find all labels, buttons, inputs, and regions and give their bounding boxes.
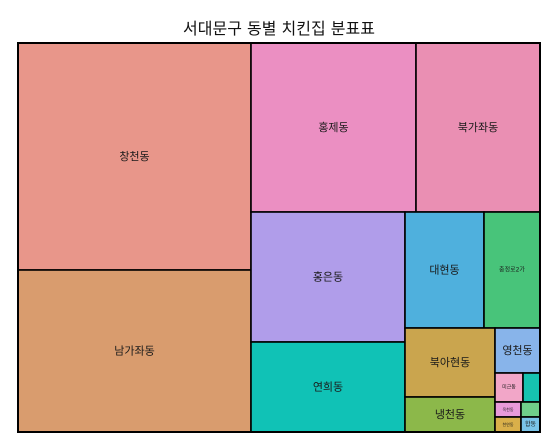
treemap-cell-label: 홍제동	[318, 120, 348, 134]
treemap-cell-label: 북아현동	[430, 356, 470, 369]
treemap-cell	[250, 211, 406, 343]
treemap-cell-label: 충정로2가	[499, 266, 525, 274]
treemap-cell-label: 냉천동	[435, 407, 465, 421]
treemap-cell	[404, 327, 496, 398]
treemap-cell	[494, 327, 541, 374]
chart-title: 서대문구 동별 치킨집 분표표	[183, 19, 375, 38]
treemap-cell	[250, 341, 406, 433]
treemap-cell-label: 북가좌동	[458, 121, 498, 134]
treemap-cell-label: 미근동	[502, 384, 516, 391]
treemap-cell-label: 합동	[525, 420, 537, 428]
treemap-cell-label: 영천동	[502, 343, 532, 357]
treemap-cell	[404, 211, 485, 329]
treemap-cell-label: 옥천동	[502, 406, 513, 412]
treemap-cell-label: 창천동	[119, 149, 149, 163]
treemap-frame	[17, 42, 541, 433]
treemap-cell-label: 홍은동	[313, 270, 343, 284]
treemap-cell	[522, 372, 541, 403]
treemap-cell-label: 연희동	[313, 381, 343, 394]
treemap-cell	[520, 401, 541, 418]
treemap-cell-label: 대현동	[429, 264, 459, 277]
treemap-cell-label: 천연동	[502, 421, 513, 427]
treemap-cell	[483, 211, 541, 329]
treemap-cell-label: 남가좌동	[114, 345, 154, 358]
